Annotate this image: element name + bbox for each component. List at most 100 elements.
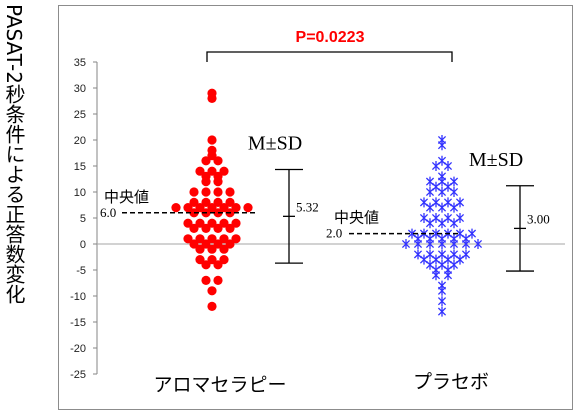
y-tick-label: 15	[74, 161, 86, 173]
y-tick-label: 10	[74, 187, 86, 199]
mean-value-label: 3.00	[527, 211, 550, 226]
y-tick-label: -20	[70, 343, 86, 355]
data-point	[225, 223, 235, 233]
data-point	[201, 171, 211, 181]
data-point	[207, 244, 217, 254]
data-point	[455, 197, 465, 208]
data-point	[213, 239, 223, 249]
y-tick-label: -25	[70, 369, 86, 381]
data-point	[455, 213, 465, 223]
data-point	[213, 197, 223, 207]
data-point	[207, 218, 217, 228]
data-point	[231, 203, 241, 213]
data-point	[437, 155, 447, 166]
data-point	[183, 234, 193, 244]
data-point	[207, 286, 217, 296]
data-point	[189, 197, 199, 207]
data-point	[461, 249, 471, 260]
data-point	[437, 135, 447, 145]
y-tick-label: -15	[70, 317, 86, 329]
data-point	[231, 234, 241, 244]
data-point	[207, 203, 217, 213]
data-point	[213, 187, 223, 197]
data-point	[437, 202, 447, 213]
data-point	[431, 161, 441, 171]
data-point	[419, 254, 429, 265]
data-point	[449, 187, 459, 197]
data-point	[443, 181, 453, 192]
data-point	[425, 249, 435, 260]
data-point	[213, 260, 223, 270]
data-point	[201, 156, 211, 166]
data-point	[443, 270, 453, 281]
significance-bracket	[206, 51, 453, 62]
data-point	[401, 239, 411, 249]
median-caption: 中央値	[334, 209, 379, 227]
data-point	[243, 203, 253, 213]
data-point	[195, 234, 205, 244]
data-point	[201, 197, 211, 207]
data-point	[407, 228, 417, 239]
data-point	[219, 234, 229, 244]
series-2-points	[401, 135, 483, 317]
data-point	[207, 301, 217, 311]
x-category-label: プラセボ	[413, 371, 489, 393]
data-point	[225, 239, 235, 249]
data-point	[171, 203, 181, 213]
data-point	[183, 203, 193, 213]
error-bar	[275, 168, 303, 264]
data-point	[425, 187, 435, 197]
data-point	[195, 166, 205, 176]
data-point	[219, 166, 229, 176]
mean-value-label: 5.32	[296, 199, 319, 214]
data-point	[183, 218, 193, 228]
data-point	[213, 275, 223, 285]
mean-sd-caption: M±SD	[469, 149, 523, 171]
data-point	[467, 228, 477, 239]
data-point	[195, 255, 205, 265]
y-axis-ticks: 35 30 25 20 15 10 5 0 -5 -10 -15 -20 -25	[70, 57, 97, 381]
data-point	[231, 218, 241, 228]
data-point	[437, 218, 447, 229]
data-point	[201, 275, 211, 285]
data-point	[425, 202, 435, 213]
data-point	[189, 239, 199, 249]
y-tick-label: 0	[80, 239, 86, 251]
data-point	[207, 166, 217, 176]
y-tick-label: -5	[76, 265, 86, 277]
data-point	[219, 244, 229, 254]
data-point	[201, 187, 211, 197]
data-point	[219, 218, 229, 228]
data-point	[437, 187, 447, 197]
error-bar	[506, 185, 534, 272]
data-point	[449, 176, 459, 187]
data-point	[437, 296, 447, 307]
data-point	[213, 156, 223, 166]
data-point	[443, 254, 453, 265]
data-point	[431, 228, 441, 239]
data-point	[207, 234, 217, 244]
significance-annotation: P=0.0223	[206, 29, 453, 62]
x-category-label: アロマセラピー	[153, 374, 286, 396]
data-point	[189, 187, 199, 197]
p-value-label: P=0.0223	[296, 29, 365, 46]
median-caption: 中央値	[104, 188, 149, 206]
data-point	[473, 239, 483, 249]
data-point	[425, 259, 435, 270]
data-point	[201, 260, 211, 270]
data-point	[219, 203, 229, 213]
y-tick-label: 25	[74, 109, 86, 121]
data-point	[449, 218, 459, 229]
data-point	[437, 259, 447, 270]
data-point	[201, 239, 211, 249]
y-axis-title: PASAT-2秒条件による正答数変化	[2, 4, 26, 304]
data-point	[425, 218, 435, 229]
data-point	[195, 244, 205, 254]
data-point	[213, 171, 223, 181]
data-point	[425, 176, 435, 187]
data-point	[195, 203, 205, 213]
data-point	[431, 270, 441, 281]
data-point	[431, 197, 441, 208]
